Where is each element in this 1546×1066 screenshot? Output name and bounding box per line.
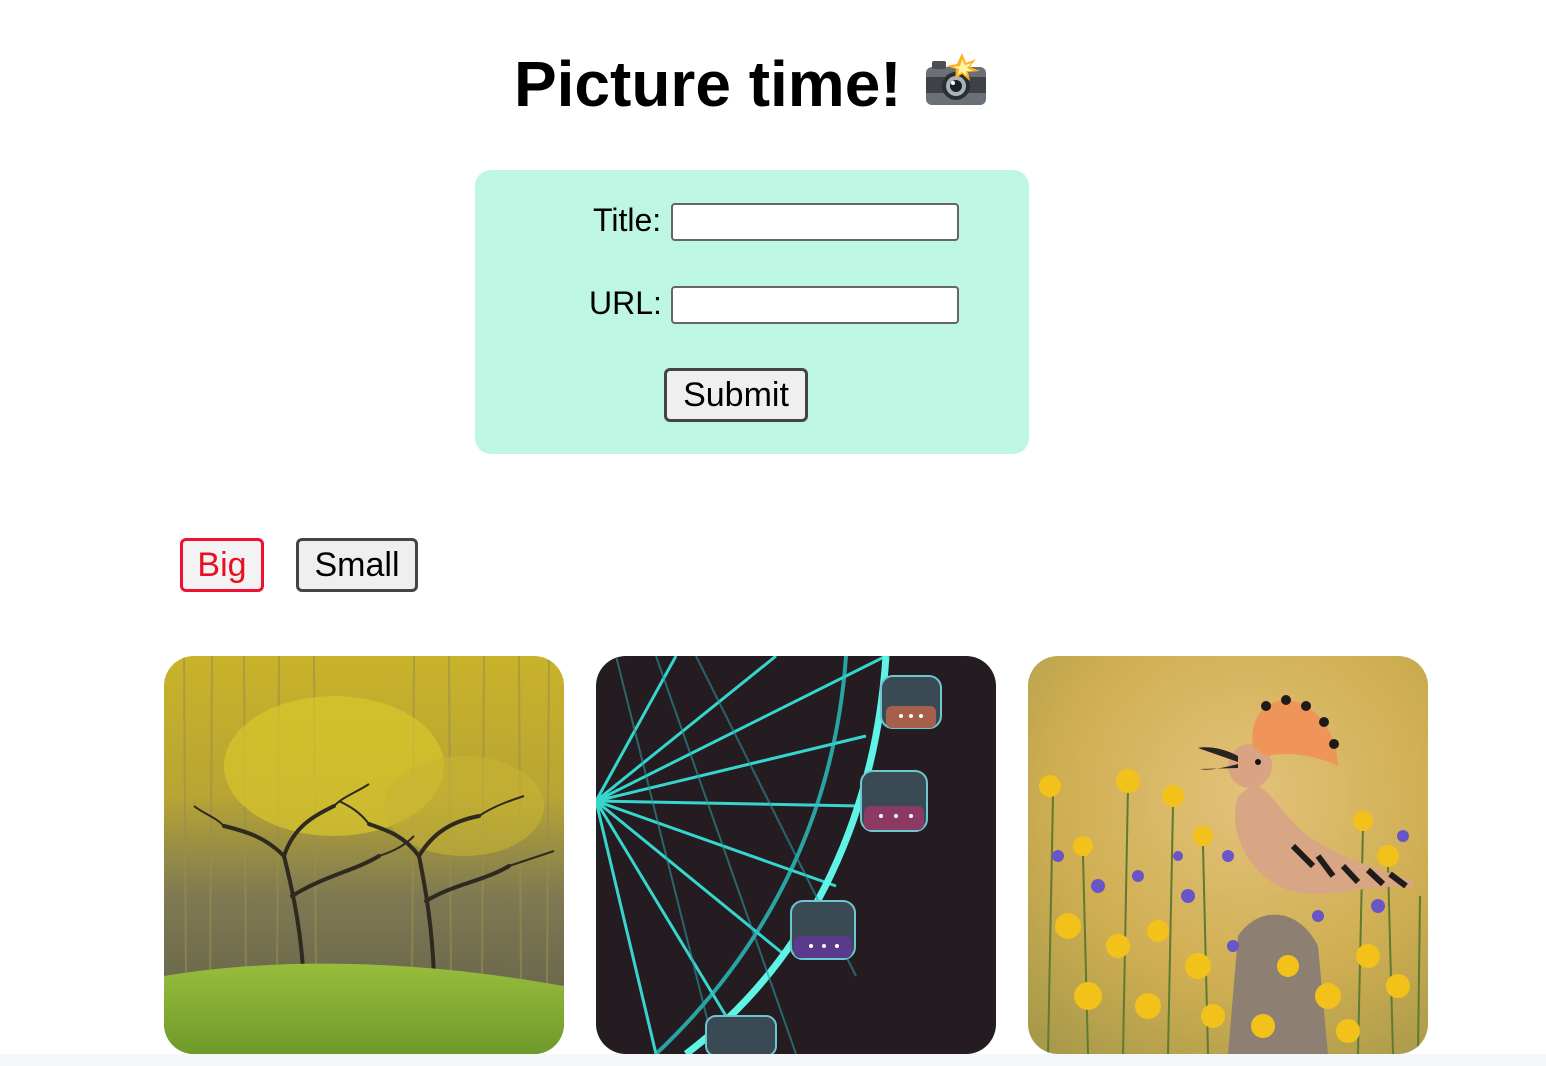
camera-flash-icon xyxy=(922,53,990,109)
header: Picture time! xyxy=(0,44,1504,124)
title-label: Title: xyxy=(593,202,662,238)
url-label: URL: xyxy=(589,285,662,321)
gallery-image-ferris-wheel[interactable] xyxy=(596,656,996,1054)
url-input[interactable] xyxy=(671,286,959,324)
submit-button[interactable]: Submit xyxy=(664,368,808,422)
small-size-button[interactable]: Small xyxy=(296,538,418,592)
big-size-button[interactable]: Big xyxy=(180,538,264,592)
gallery-image-forest[interactable] xyxy=(164,656,564,1054)
bottom-scroll-edge xyxy=(0,1054,1546,1066)
page-title: Picture time! xyxy=(513,48,902,120)
title-input[interactable] xyxy=(671,203,959,241)
add-picture-form: Title: URL: Submit xyxy=(475,170,1029,454)
gallery-image-bird[interactable] xyxy=(1028,656,1428,1054)
